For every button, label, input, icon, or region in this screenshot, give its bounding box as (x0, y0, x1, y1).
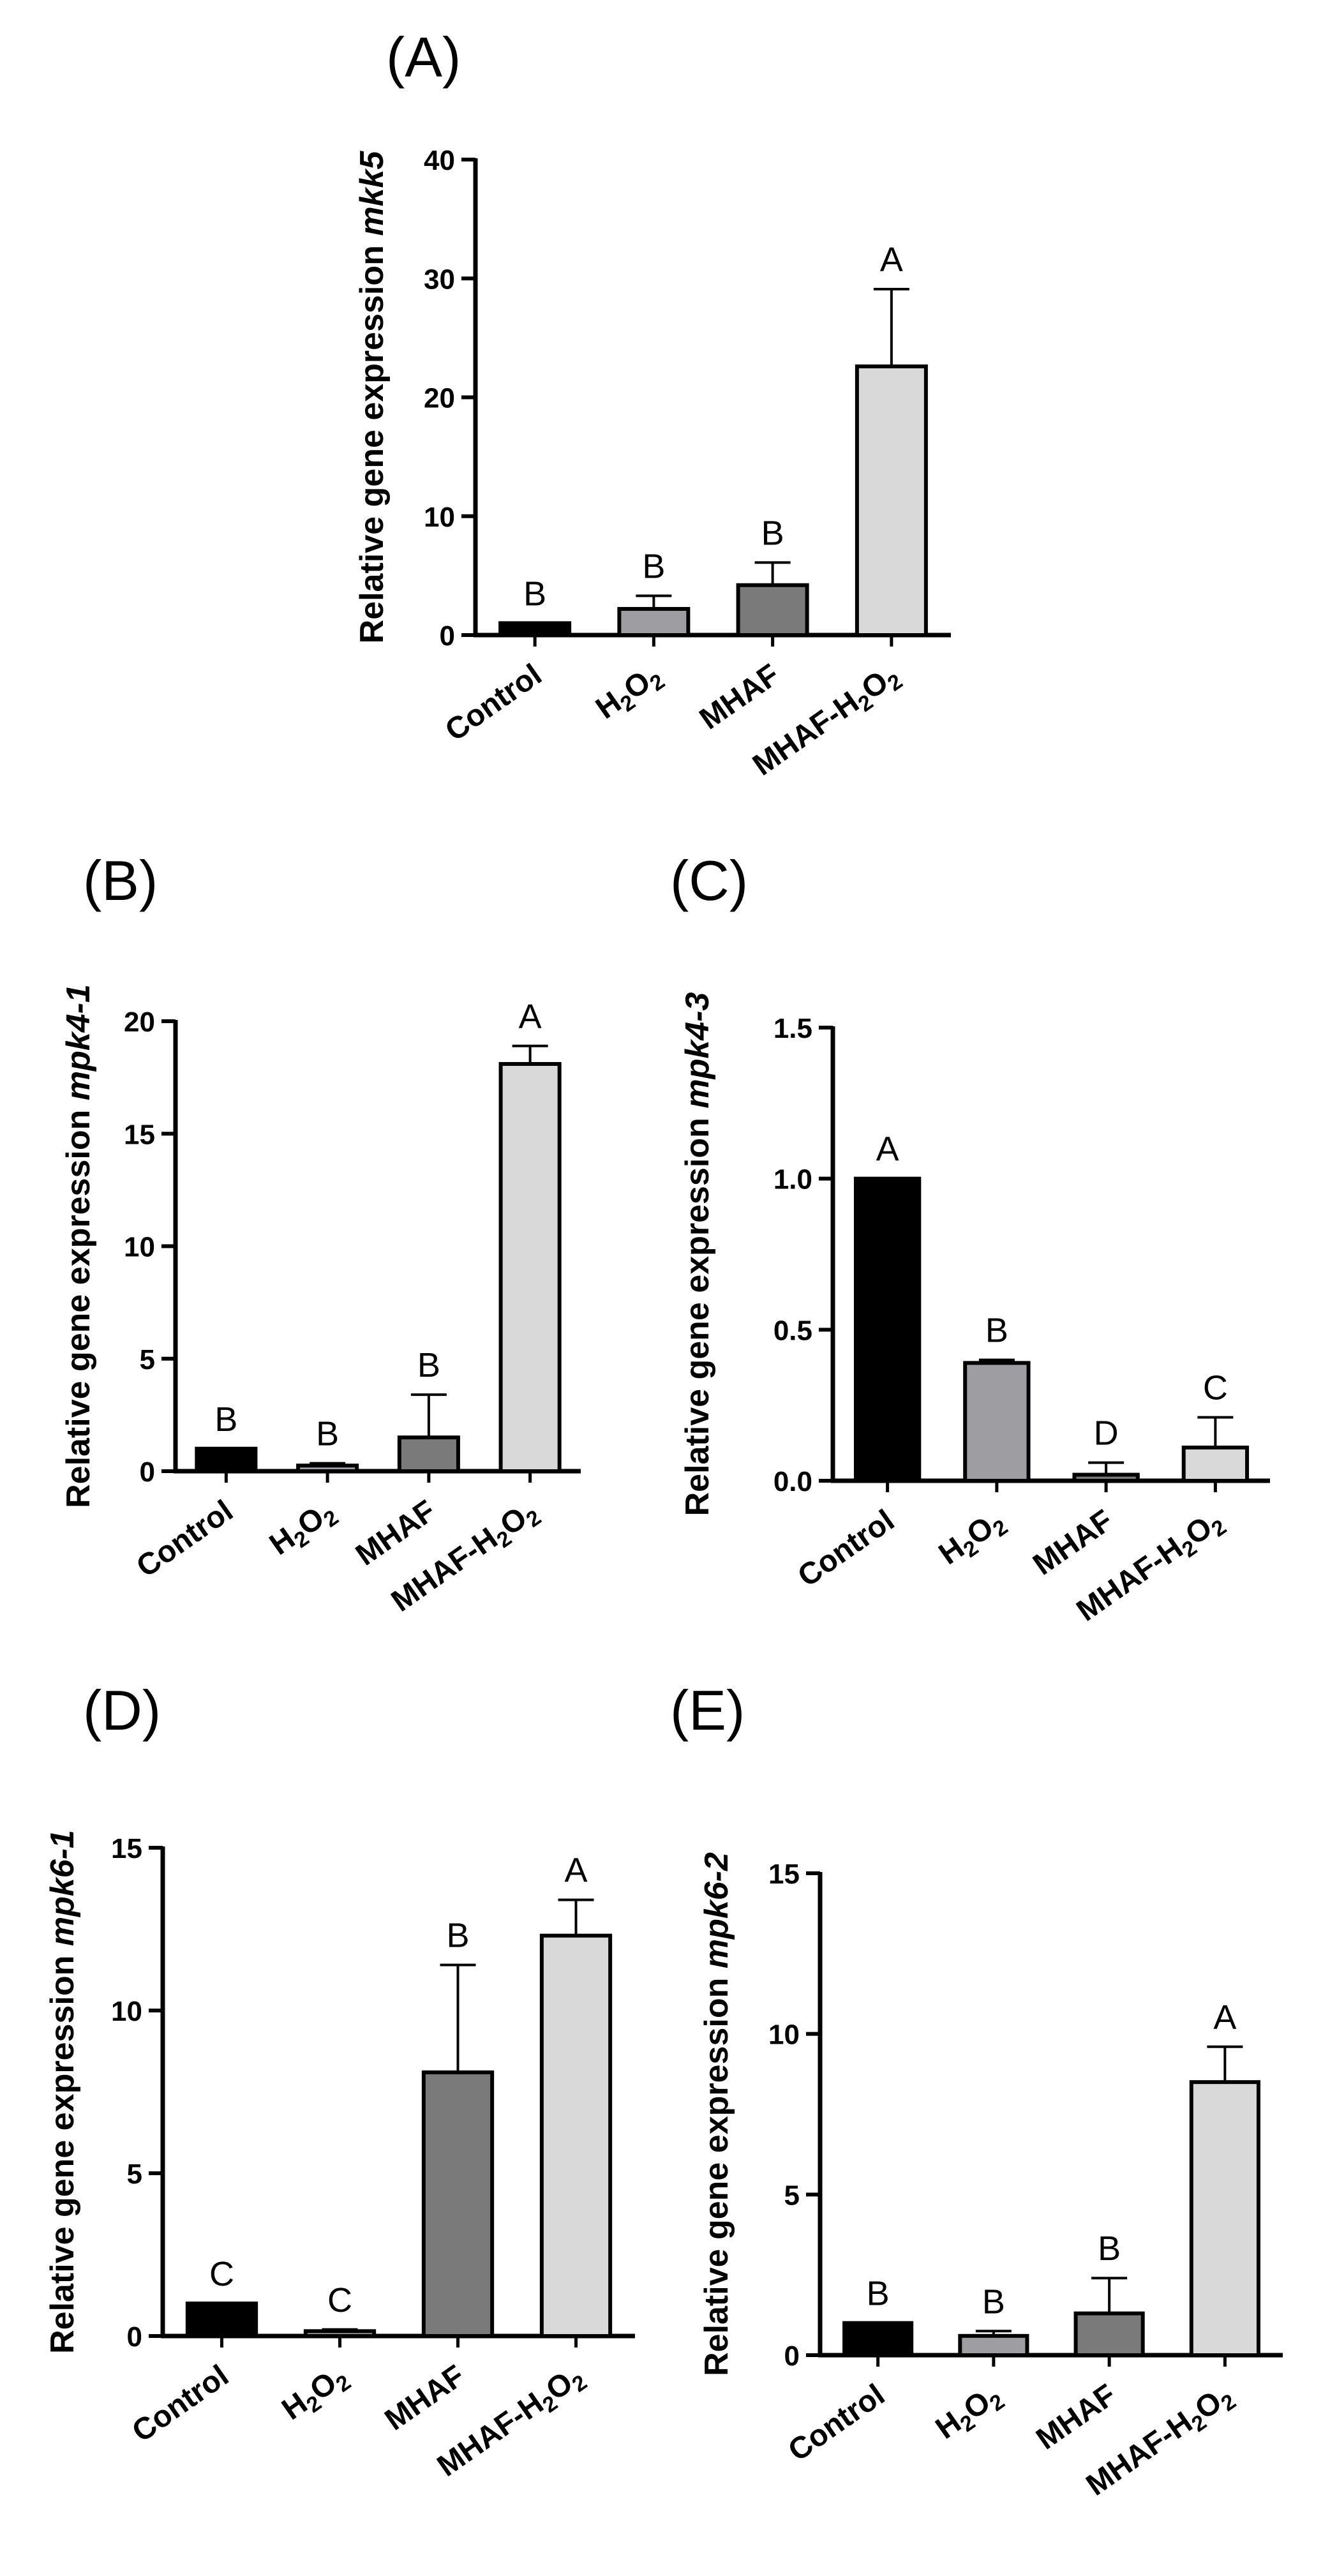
bar-mhaf (397, 1435, 460, 1473)
significance-letter: B (867, 2275, 890, 2313)
x-tick-label-1: H2O2 (930, 2378, 1009, 2450)
panel-label: (A) (386, 26, 461, 89)
chart-panel-e: (E) 0 5 10 15 Relative gene expression mpk6-2… (670, 1679, 1283, 2503)
y-axis-label: Relative gene expression mkk5 (354, 151, 391, 644)
bar-control (498, 621, 572, 637)
y-tick-label-0: 0 (140, 1456, 155, 1488)
y-tick-label-2: 20 (424, 383, 455, 414)
bar-control (195, 1446, 258, 1473)
chart-panel-a: (A) 0 10 20 30 40 Relative gene expression mkk… (354, 26, 951, 783)
bar-mhaf (421, 2070, 495, 2338)
panel-label: (E) (670, 1679, 745, 1742)
y-tick-label-3: 15 (111, 1833, 142, 1864)
y-axis-label: Relative gene expression mpk4-1 (60, 984, 97, 1508)
bar-mhaf-h2o2 (539, 1933, 613, 2338)
chart-panel-c: (C) 0.0 0.5 1.0 1.5 Relative gene expression … (670, 849, 1270, 1628)
significance-letter: B (316, 1415, 339, 1453)
y-tick-label-3: 1.5 (773, 1013, 812, 1044)
y-tick-label-4: 40 (424, 145, 455, 176)
x-tick-label-1: H2O2 (590, 658, 669, 730)
significance-letter: A (1213, 1998, 1236, 2037)
x-tick-label-1: H2O2 (276, 2359, 355, 2430)
significance-letter: C (209, 2255, 234, 2293)
y-tick-label-0: 0.0 (773, 1466, 812, 1497)
y-tick-label-3: 15 (768, 1859, 800, 1890)
significance-letter: B (982, 2282, 1005, 2321)
bar-mhaf-h2o2 (1181, 1445, 1250, 1483)
x-tick-label-2: MHAF (379, 2359, 471, 2437)
y-tick-label-3: 15 (124, 1119, 155, 1150)
significance-letter: B (1098, 2229, 1121, 2268)
x-tick-label-0: Control (126, 2359, 235, 2449)
y-tick-label-1: 5 (140, 1344, 155, 1375)
bar-control (853, 1176, 922, 1483)
bar-mhaf (1072, 1472, 1140, 1483)
bar-mhaf-h2o2 (1189, 2080, 1260, 2358)
panel-label: (D) (83, 1679, 161, 1742)
significance-letter: C (327, 2281, 352, 2319)
significance-letter: B (985, 1312, 1008, 1350)
x-tick-label-0: Control (792, 1504, 900, 1594)
significance-letter: B (642, 548, 665, 586)
x-tick-label-0: Control (131, 1494, 239, 1584)
x-tick-label-1: H2O2 (933, 1504, 1012, 1575)
x-tick-label-0: Control (782, 2378, 891, 2468)
y-tick-label-1: 0.5 (773, 1315, 812, 1346)
y-tick-label-2: 1.0 (773, 1164, 812, 1195)
x-tick-label-1: H2O2 (264, 1494, 343, 1566)
significance-letter: B (523, 574, 546, 613)
bar-mhaf (1073, 2311, 1145, 2357)
y-tick-label-0: 0 (784, 2340, 800, 2372)
x-tick-label-2: MHAF (1027, 1504, 1119, 1582)
y-tick-label-1: 10 (424, 502, 455, 533)
chart-panel-d: (D) 0 5 10 15 Relative gene expression mpk6-1… (44, 1679, 635, 2483)
y-tick-label-4: 20 (124, 1007, 155, 1038)
significance-letter: A (880, 241, 903, 279)
y-tick-label-3: 30 (424, 264, 455, 295)
bar-h2o2 (303, 2329, 377, 2339)
significance-letter: B (446, 1917, 469, 1955)
y-axis-label: Relative gene expression mpk6-2 (698, 1852, 735, 2376)
y-axis-label: Relative gene expression mpk6-1 (44, 1830, 81, 2354)
significance-letter: B (417, 1346, 440, 1384)
y-tick-label-1: 5 (127, 2159, 142, 2190)
chart-panel-b: (B) 0 5 10 15 20 Relative gene expression mpk4… (60, 849, 581, 1619)
x-tick-label-2: MHAF (1030, 2378, 1122, 2457)
significance-letter: A (876, 1130, 899, 1169)
x-tick-label-0: Control (439, 658, 548, 748)
bar-mhaf (736, 583, 809, 638)
y-axis-label: Relative gene expression mpk4-3 (679, 992, 716, 1516)
y-tick-label-2: 10 (111, 1996, 142, 2027)
y-tick-label-0: 0 (127, 2321, 142, 2353)
bar-h2o2 (958, 2333, 1029, 2358)
y-tick-label-1: 5 (784, 2180, 800, 2211)
panel-label: (B) (83, 849, 158, 912)
bar-mhaf-h2o2 (855, 364, 928, 637)
bar-h2o2 (296, 1464, 359, 1473)
bar-mhaf-h2o2 (498, 1061, 562, 1473)
y-tick-label-2: 10 (768, 2019, 800, 2051)
bar-h2o2 (617, 607, 691, 638)
significance-letter: B (761, 514, 784, 552)
significance-letter: C (1203, 1369, 1228, 1407)
panel-label: (C) (670, 849, 748, 912)
bar-control (842, 2321, 914, 2358)
significance-letter: A (519, 998, 542, 1036)
bar-h2o2 (963, 1361, 1031, 1483)
y-tick-label-0: 0 (440, 620, 455, 652)
significance-letter: A (564, 1852, 587, 1890)
significance-letter: D (1094, 1414, 1119, 1453)
significance-letter: B (214, 1400, 237, 1439)
x-tick-label-2: MHAF (694, 658, 786, 737)
bar-control (185, 2302, 258, 2338)
y-tick-label-2: 10 (124, 1232, 155, 1263)
